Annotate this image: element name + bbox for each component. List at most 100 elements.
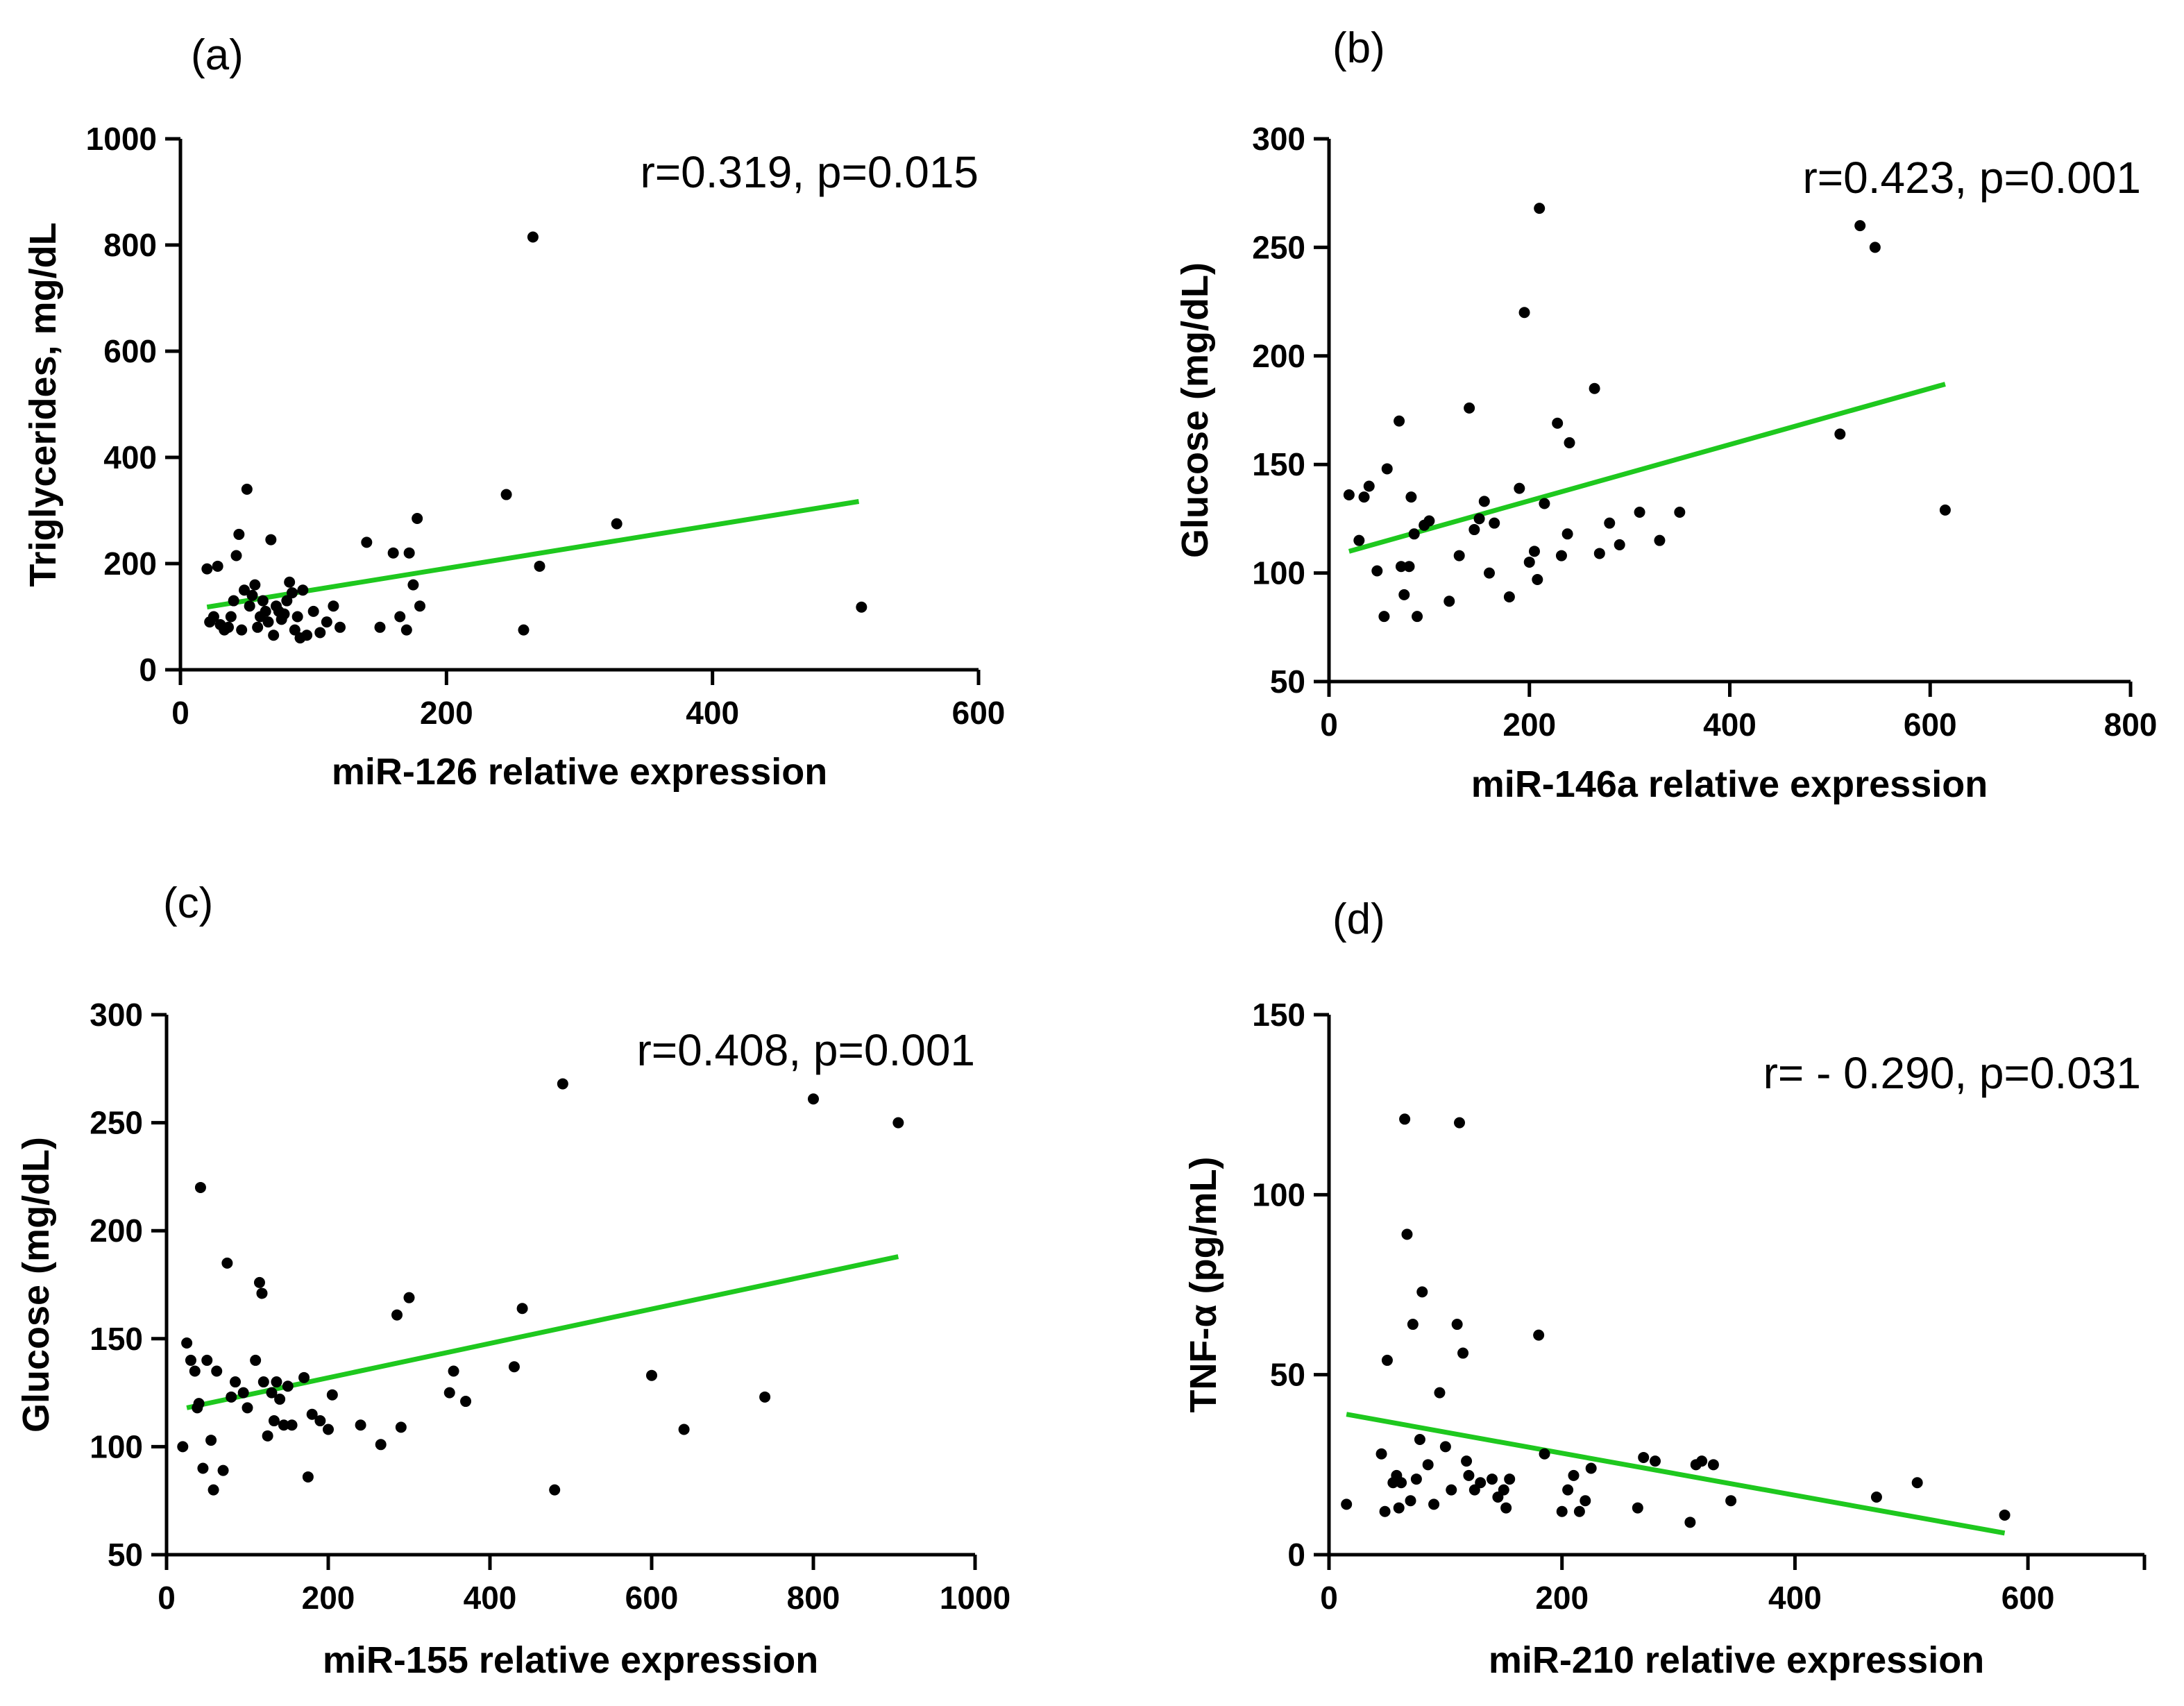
y-tick-label: 200 bbox=[103, 546, 157, 582]
data-point bbox=[1446, 1484, 1457, 1496]
data-point bbox=[1478, 496, 1490, 507]
data-point bbox=[221, 1257, 233, 1269]
y-tick-label: 150 bbox=[1252, 446, 1305, 482]
data-point bbox=[284, 576, 296, 588]
data-point bbox=[201, 1354, 213, 1366]
data-point bbox=[225, 611, 237, 623]
x-tick-label: 0 bbox=[1320, 1580, 1338, 1616]
x-tick-label: 200 bbox=[1535, 1580, 1589, 1616]
data-point bbox=[307, 605, 319, 617]
data-point bbox=[249, 579, 261, 591]
y-tick-label: 250 bbox=[90, 1105, 143, 1141]
data-point bbox=[328, 600, 339, 612]
data-point bbox=[256, 1287, 268, 1299]
panel-label: (a) bbox=[191, 31, 244, 79]
y-tick-label: 150 bbox=[1252, 997, 1305, 1033]
data-point bbox=[1464, 402, 1475, 414]
data-point bbox=[1561, 528, 1573, 540]
data-point bbox=[265, 534, 277, 546]
y-tick-label: 400 bbox=[103, 439, 157, 475]
y-tick-label: 0 bbox=[1287, 1537, 1305, 1573]
data-point bbox=[1395, 561, 1407, 573]
data-point bbox=[1416, 1286, 1428, 1298]
data-point bbox=[1444, 596, 1455, 607]
data-point bbox=[1684, 1517, 1696, 1528]
correlation-annotation: r=0.408, p=0.001 bbox=[636, 1025, 975, 1075]
data-point bbox=[394, 611, 406, 623]
data-point bbox=[375, 1439, 387, 1451]
data-point bbox=[1434, 1387, 1446, 1399]
data-point bbox=[185, 1354, 196, 1366]
data-point bbox=[233, 528, 245, 540]
data-point bbox=[678, 1424, 690, 1435]
data-point bbox=[228, 595, 239, 607]
data-point bbox=[201, 563, 213, 575]
data-point bbox=[1593, 548, 1605, 559]
data-point bbox=[1353, 534, 1365, 546]
y-tick-label: 200 bbox=[90, 1213, 143, 1249]
data-point bbox=[1401, 1228, 1413, 1240]
data-point bbox=[1487, 1473, 1498, 1485]
data-point bbox=[262, 616, 274, 628]
y-tick-label: 100 bbox=[1252, 555, 1305, 591]
data-point bbox=[335, 621, 346, 633]
data-point bbox=[518, 624, 530, 636]
data-point bbox=[306, 1408, 318, 1420]
x-tick-label: 600 bbox=[952, 695, 1006, 731]
data-point bbox=[252, 621, 264, 633]
data-point bbox=[177, 1441, 189, 1453]
correlation-annotation: r=0.423, p=0.001 bbox=[1802, 153, 2141, 203]
data-point bbox=[1533, 1329, 1545, 1341]
data-point bbox=[1371, 565, 1383, 577]
data-point bbox=[1523, 556, 1535, 568]
data-point bbox=[244, 600, 255, 612]
x-tick-label: 800 bbox=[2104, 707, 2158, 743]
data-point bbox=[1580, 1495, 1591, 1507]
data-point bbox=[1638, 1451, 1650, 1463]
data-point bbox=[181, 1337, 193, 1349]
y-tick-label: 600 bbox=[103, 333, 157, 369]
data-point bbox=[1475, 1477, 1487, 1489]
data-point bbox=[1869, 242, 1881, 253]
data-point bbox=[278, 1419, 289, 1431]
regression-line bbox=[206, 499, 860, 610]
y-axis-title: Glucose (mg/dL) bbox=[1174, 262, 1216, 558]
data-point bbox=[268, 1415, 280, 1427]
x-tick-label: 200 bbox=[302, 1580, 355, 1616]
data-point bbox=[1555, 550, 1567, 561]
data-point bbox=[266, 1387, 278, 1399]
data-point bbox=[1396, 1477, 1407, 1489]
data-point bbox=[217, 1464, 229, 1476]
data-point bbox=[403, 547, 415, 559]
panel-4: (d) r= - 0.290, p=0.031 0 200 400 600 0 50 100 15… bbox=[1183, 895, 2147, 1681]
data-point bbox=[286, 1419, 298, 1431]
data-point bbox=[302, 1471, 314, 1483]
x-tick-label: 200 bbox=[420, 695, 473, 731]
correlation-annotation: r= - 0.290, p=0.031 bbox=[1763, 1048, 2141, 1098]
x-tick-label: 400 bbox=[1768, 1580, 1822, 1616]
data-point bbox=[208, 1484, 219, 1496]
y-tick-label: 1000 bbox=[86, 121, 157, 157]
data-point bbox=[1398, 589, 1410, 600]
data-point bbox=[400, 624, 412, 636]
data-point bbox=[262, 1430, 273, 1442]
data-point bbox=[549, 1484, 561, 1496]
x-tick-label: 400 bbox=[1703, 707, 1756, 743]
panel-label: (d) bbox=[1332, 895, 1385, 943]
y-tick-label: 300 bbox=[1252, 121, 1305, 157]
data-point bbox=[374, 621, 386, 633]
data-point bbox=[412, 512, 423, 524]
y-tick-label: 100 bbox=[90, 1428, 143, 1464]
data-point bbox=[1403, 561, 1415, 573]
data-point bbox=[1632, 1502, 1643, 1514]
data-point bbox=[242, 1402, 253, 1414]
data-point bbox=[1634, 507, 1645, 518]
data-point bbox=[230, 550, 242, 561]
data-point bbox=[321, 616, 332, 628]
data-point bbox=[1484, 567, 1495, 579]
panel-label: (b) bbox=[1332, 24, 1385, 72]
data-point bbox=[1341, 1498, 1353, 1510]
data-point bbox=[1539, 498, 1550, 509]
y-axis-title: Glucose (mg/dL) bbox=[15, 1137, 57, 1433]
data-point bbox=[1454, 1117, 1465, 1129]
